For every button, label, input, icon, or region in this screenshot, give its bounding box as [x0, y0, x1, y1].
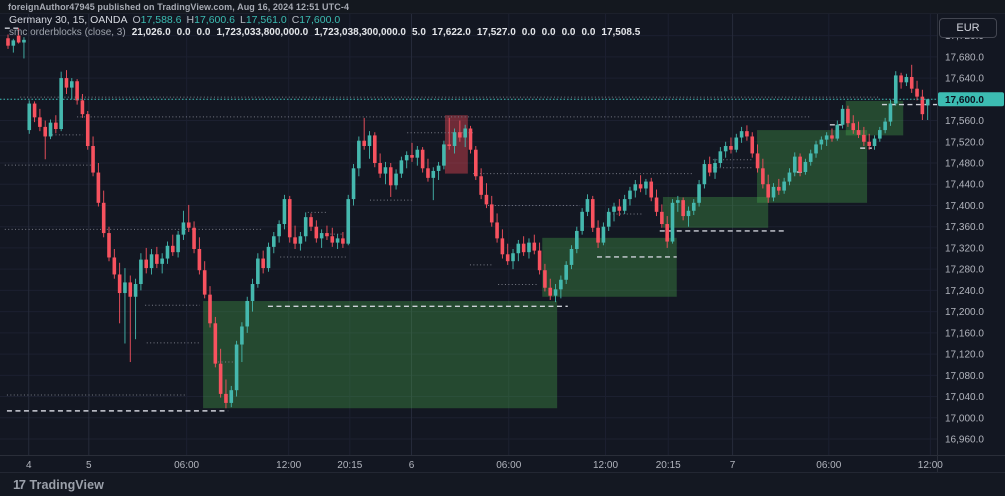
candlesticks: [6, 28, 930, 409]
bull-order-block: [845, 100, 904, 136]
current-price-tag: [938, 92, 1004, 107]
indicator-title[interactable]: smc orderblocks (close, 3): [9, 27, 126, 38]
chart-pane[interactable]: 17,720.017,680.017,640.017,600.017,560.0…: [0, 14, 1005, 472]
indicator-value: 0.0: [541, 27, 556, 38]
time-tick-label: 5: [86, 460, 92, 471]
legend: Germany 30, 15, OANDA O17,588.6 H17,600.6 L…: [9, 15, 640, 39]
time-tick-label: 7: [730, 460, 736, 471]
indicator-value: 0.0: [561, 27, 576, 38]
indicator-value: 0.0: [581, 27, 596, 38]
price-tick-label: 17,480.0: [945, 158, 984, 169]
bull-order-block: [757, 130, 868, 203]
current-price-tag-text: 17,600.0: [945, 95, 984, 106]
ohlc-close-value: 17,600.0: [299, 14, 341, 26]
indicator-value: 17,527.0: [476, 27, 516, 38]
price-tick-label: 17,520.0: [945, 137, 984, 148]
tradingview-logo-text: TradingView: [29, 477, 104, 492]
currency-button[interactable]: EUR: [939, 18, 997, 38]
price-tick-label: 16,960.0: [945, 435, 984, 446]
price-tick-label: 17,400.0: [945, 201, 984, 212]
price-tick-label: 17,000.0: [945, 413, 984, 424]
indicator-value: 0.0: [176, 27, 191, 38]
price-tick-label: 17,240.0: [945, 286, 984, 297]
indicator-value: 5.0: [411, 27, 426, 38]
indicator-value: 21,026.0: [131, 27, 171, 38]
indicator-lines: [4, 27, 937, 412]
price-tick-label: 17,680.0: [945, 52, 984, 63]
indicator-value: 0.0: [521, 27, 536, 38]
price-tick-label: 17,200.0: [945, 307, 984, 318]
time-tick-label: 06:00: [816, 460, 841, 471]
attribution-bar: foreignAuthor47945 published on TradingV…: [0, 0, 1005, 14]
time-tick-label: 4: [26, 460, 32, 471]
tradingview-logo[interactable]: 17 TradingView: [13, 477, 104, 492]
price-tick-label: 17,280.0: [945, 265, 984, 276]
time-axis[interactable]: 4 5 06:00 12:00 20:15 6 06:00 12:00 20:15 7 06:00 1…: [26, 460, 943, 471]
time-tick-label: 6: [409, 460, 415, 471]
time-tick-label: 12:00: [918, 460, 943, 471]
time-tick-label: 06:00: [174, 460, 199, 471]
time-tick-label: 20:15: [656, 460, 681, 471]
tradingview-logo-icon: 17: [13, 477, 26, 492]
footer-bar: 17 TradingView: [0, 472, 1005, 496]
indicator-value: 17,622.0: [431, 27, 471, 38]
ohlc-high-label: H: [186, 14, 195, 26]
bull-order-block: [662, 196, 769, 228]
ohlc-close-label: C: [291, 14, 300, 26]
order-blocks: [203, 100, 904, 409]
ohlc-high-value: 17,600.6: [194, 14, 235, 26]
indicator-value: 1,723,038,300,000.0: [314, 27, 406, 38]
price-tick-label: 17,360.0: [945, 222, 984, 233]
symbol-legend-row[interactable]: Germany 30, 15, OANDA O17,588.6 H17,600.6 L…: [9, 15, 640, 26]
time-tick-label: 12:00: [276, 460, 301, 471]
indicator-value: 1,723,033,800,000.0: [216, 27, 309, 38]
time-tick-label: 20:15: [337, 460, 362, 471]
price-tick-label: 17,160.0: [945, 328, 984, 339]
indicator-legend-row[interactable]: smc orderblocks (close, 3) 21,026.0 0.0 0.0…: [9, 27, 640, 38]
indicator-value: 17,508.5: [601, 27, 641, 38]
time-tick-label: 12:00: [593, 460, 618, 471]
symbol-title[interactable]: Germany 30, 15, OANDA: [9, 14, 128, 26]
ohlc-low-value: 17,561.0: [245, 14, 287, 26]
ohlc-open-value: 17,588.6: [140, 14, 182, 26]
price-tick-label: 17,320.0: [945, 243, 984, 254]
bull-order-block: [203, 301, 558, 409]
ohlc-low-label: L: [239, 14, 246, 26]
time-tick-label: 06:00: [496, 460, 521, 471]
price-tick-label: 17,560.0: [945, 116, 984, 127]
ohlc-open-label: O: [132, 14, 141, 26]
indicator-value: 0.0: [196, 27, 211, 38]
bear-order-block: [444, 115, 468, 174]
attribution-text: foreignAuthor47945 published on TradingV…: [8, 1, 350, 12]
price-tick-label: 17,440.0: [945, 180, 984, 191]
price-tick-label: 17,120.0: [945, 350, 984, 361]
price-axis[interactable]: 17,720.017,680.017,640.017,600.017,560.0…: [938, 31, 1004, 446]
chart-area: 17,720.017,680.017,640.017,600.017,560.0…: [0, 14, 1005, 472]
price-tick-label: 17,640.0: [945, 74, 984, 85]
price-tick-label: 17,080.0: [945, 371, 984, 382]
price-tick-label: 17,040.0: [945, 392, 984, 403]
